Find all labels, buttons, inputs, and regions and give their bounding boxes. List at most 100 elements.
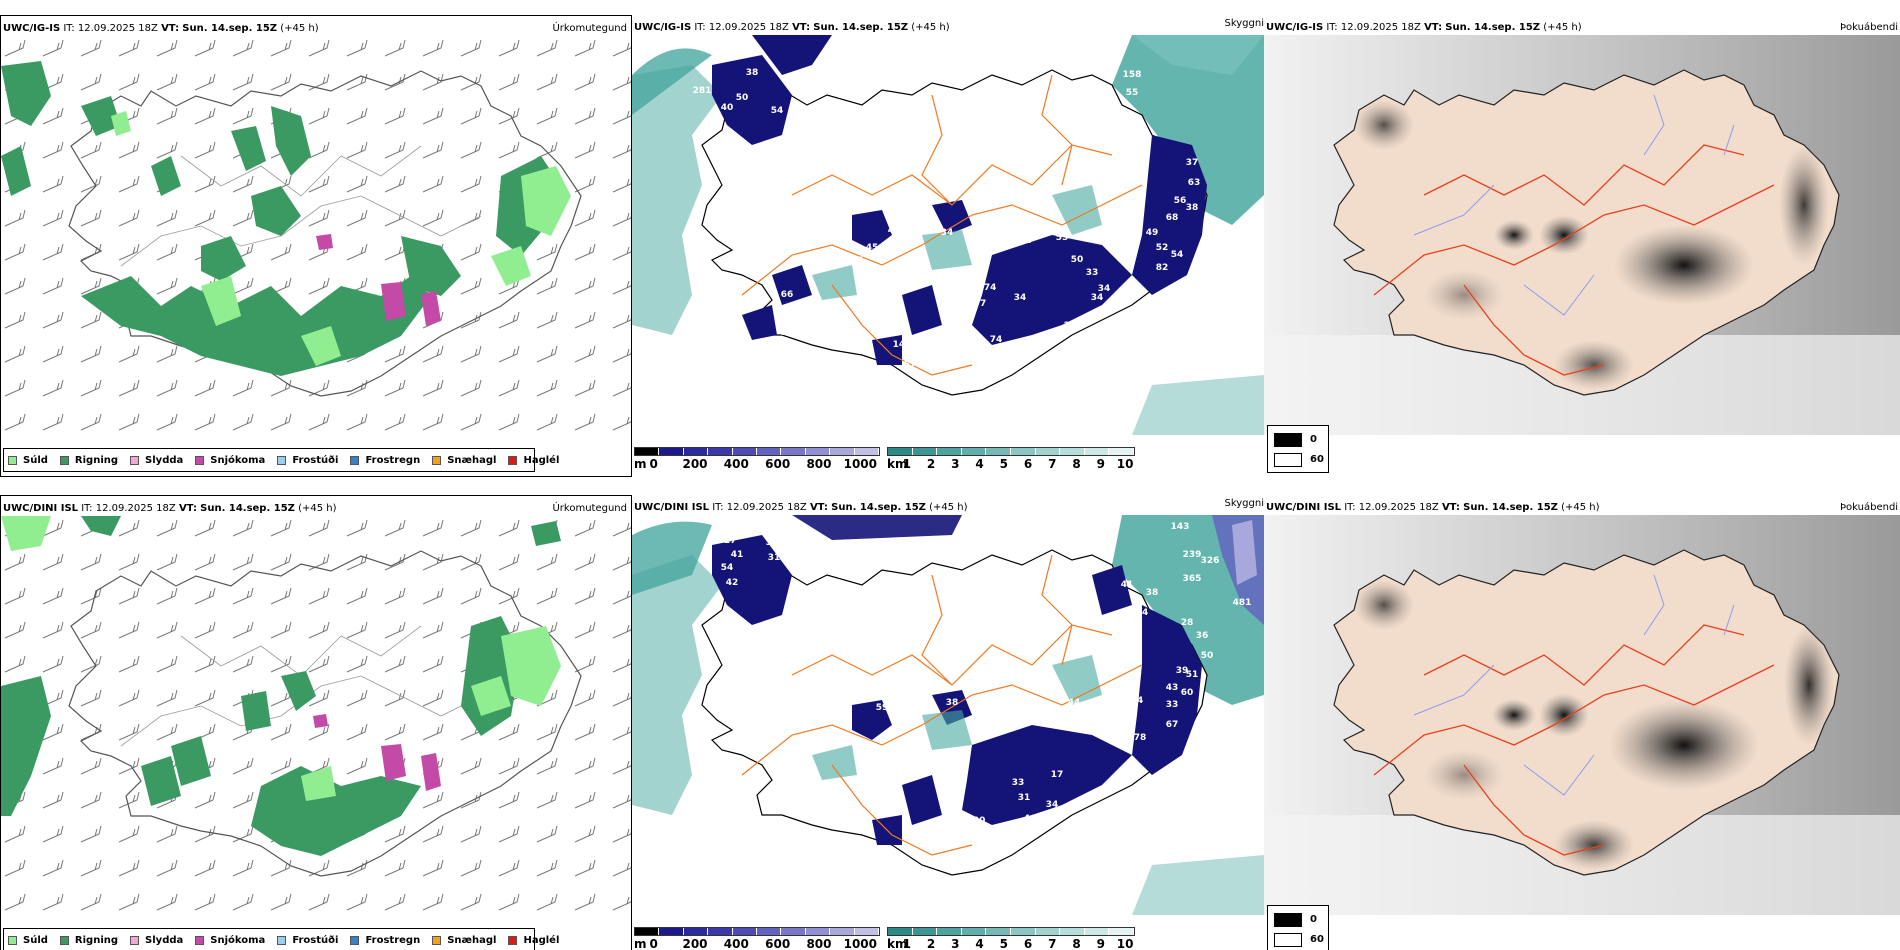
colorbar-swatch [659,448,684,455]
colorbar-swatch [1109,928,1134,935]
colorbar-swatch [986,928,1011,935]
colorbar-swatch [635,448,660,455]
colorbar-tick: 3 [951,457,960,471]
visibility-value-label: 60 [1181,688,1194,698]
visibility-value-label: 48 [888,226,901,236]
visibility-value-label: 112 [1013,236,1032,246]
colorbar-swatch [937,928,962,935]
iceland-outline [68,70,582,397]
visibility-value-label: 120 [793,808,812,818]
panel-title: UWC/DINI ISL IT: 12.09.2025 18Z VT: Sun.… [3,503,337,514]
legend-item: Slydda [130,935,183,946]
legend-item: Haglél [508,935,559,946]
colorbar-tick: 5 [999,937,1009,950]
colorbar-ticks: m 0 200 400 600 800 1000 [634,936,880,950]
legend-swatch [130,935,140,945]
visibility-value-label: 48 [924,836,937,846]
legend-swatch [59,935,69,945]
legend-swatch [432,455,442,465]
product-name: Skyggni [1224,18,1264,29]
visibility-value-label: 37 [1186,158,1199,168]
colorbar-tick: 200 [682,457,708,471]
visibility-value-label: 50 [736,93,749,103]
colorbar-tick: 400 [723,937,749,950]
visibility-value-label: 42 [726,578,739,588]
fog-indicator-panel-top: UWC/IG-IS IT: 12.09.2025 18Z VT: Sun. 14… [1264,15,1900,477]
visibility-value-label: 38 [1186,203,1199,213]
visibility-value-label: 36 [1196,631,1209,641]
legend-swatch [8,935,17,945]
visibility-m-colorbar: m 0 200 400 600 800 1000 [634,447,880,477]
colorbar-tick: 400 [723,457,749,471]
visibility-value-label: 31 [1018,793,1031,803]
colorbar-tick: 1 [902,457,912,471]
colorbar-tick: 200 [682,937,708,950]
colorbar-swatch [1035,448,1061,455]
visibility-panel-bottom: UWC/DINI ISL IT: 12.09.2025 18Z VT: Sun.… [632,495,1264,950]
colorbar-swatch [1109,448,1134,455]
visibility-value-label: 50 [1071,255,1084,265]
visibility-value-label: 54 [771,106,784,116]
colorbar-swatch [961,448,987,455]
colorbar-swatch [986,448,1011,455]
legend-item: Frostregn [350,935,420,946]
colorbar-ticks: km 1 2 3 4 5 6 7 8 9 10 [887,456,1135,471]
colorbar-tick: 7 [1048,457,1057,471]
colorbar-tick: 800 [806,937,832,950]
visibility-value-label: 56 [1174,196,1187,206]
legend-item: Frostúði [277,935,338,946]
precip-type-legend: Súld Rigning Slydda Snjókoma Frostúði Fr… [3,928,559,950]
visibility-value-label: 281 [693,86,712,96]
visibility-value-label: 55 [1056,233,1069,243]
colorbar-swatch [683,928,709,935]
legend-swatch [277,935,287,945]
legend-label: 60 [1310,934,1324,945]
visibility-value-label: 147 [893,340,912,350]
colorbar-swatch [1010,928,1036,935]
visibility-value-label: 50 [1201,651,1214,661]
legend-swatch [277,455,287,465]
visibility-value-label: 100 [967,816,986,826]
colorbar-swatch [635,928,660,935]
colorbar-tick: 1000 [843,457,878,471]
visibility-value-label: 72 [986,833,999,843]
colorbar-swatch [830,448,855,455]
colorbar-swatch [757,928,782,935]
fog-map [1264,35,1900,435]
legend-label: 0 [1310,914,1317,925]
visibility-value-label: 59 [876,703,889,713]
legend-item: Snæhagl [432,455,496,466]
visibility-value-label: 44 [1068,698,1081,708]
fog-map [1264,515,1900,915]
visibility-value-label: 54 [721,563,734,573]
visibility-value-label: 74 [990,335,1003,345]
legend-swatch-dense [1274,433,1302,447]
legend-item: Snjókoma [195,455,265,466]
colorbar-swatch [659,928,684,935]
visibility-value-label: 42 [801,298,814,308]
colorbar-swatch [732,928,758,935]
visibility-value-label: 38 [1128,168,1141,178]
visibility-value-label: 38 [1146,588,1159,598]
legend-swatch [508,455,518,465]
visibility-value-label: 827 [718,536,737,546]
visibility-value-label: 34 [1098,284,1111,294]
visibility-value-label: 52 [898,856,911,866]
colorbar-swatches [634,447,880,456]
colorbar-swatch [888,448,913,455]
legend-swatch [350,935,360,945]
visibility-value-label: 112 [991,723,1010,733]
legend-swatch [508,935,518,945]
visibility-value-label: 54 [856,788,869,798]
precip-type-panel-bottom: UWC/DINI ISL IT: 12.09.2025 18Z VT: Sun.… [0,495,632,950]
visibility-value-label: 55 [1126,88,1139,98]
legend-label: 0 [1310,434,1317,445]
colorbar-tick: 6 [1023,937,1033,950]
visibility-value-label: 63 [1124,118,1137,128]
visibility-value-label: 38 [946,698,959,708]
colorbar-swatch [912,448,938,455]
fog-legend: 0 60 [1267,425,1329,473]
visibility-value-label: 24 [1064,321,1077,331]
colorbar-swatch [805,448,831,455]
